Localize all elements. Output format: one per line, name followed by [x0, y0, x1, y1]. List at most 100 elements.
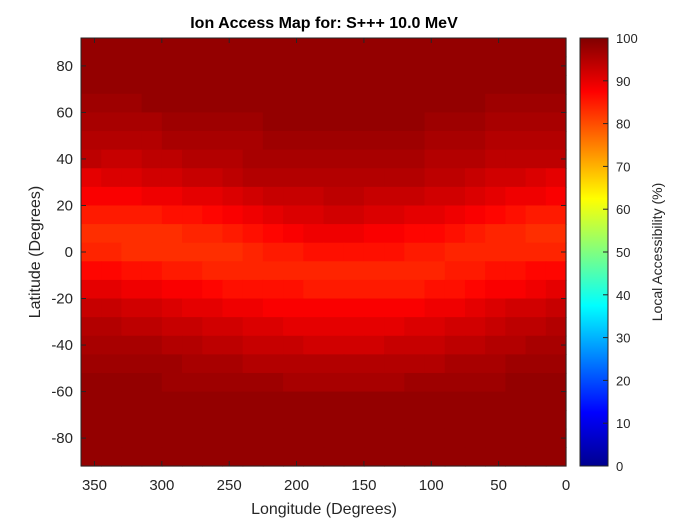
- heatmap-cell: [262, 298, 284, 318]
- heatmap-cell: [525, 372, 547, 393]
- chart-title: Ion Access Map for: S+++ 10.0 MeV: [190, 15, 458, 32]
- heatmap-cell: [464, 75, 486, 95]
- x-tick-label: 300: [149, 477, 174, 494]
- heatmap-cell: [464, 186, 486, 207]
- heatmap-cell: [384, 38, 405, 58]
- heatmap-cell: [81, 391, 102, 411]
- heatmap-cell: [262, 186, 284, 207]
- heatmap-cell: [222, 149, 244, 169]
- heatmap-cell: [222, 391, 244, 411]
- heatmap-cell: [121, 168, 143, 188]
- heatmap-cell: [262, 261, 284, 281]
- heatmap-cell: [323, 298, 345, 318]
- heatmap-cell: [262, 56, 284, 76]
- heatmap-cell: [525, 112, 547, 132]
- heatmap-cell: [262, 224, 284, 244]
- heatmap-cell: [222, 354, 244, 374]
- heatmap-cell: [525, 75, 547, 95]
- heatmap-cell: [505, 186, 527, 207]
- heatmap-cell: [384, 410, 405, 430]
- heatmap-cell: [505, 428, 527, 448]
- heatmap-cell: [242, 410, 264, 430]
- heatmap-cell: [81, 149, 102, 169]
- heatmap-cell: [141, 242, 163, 262]
- heatmap-cell: [101, 75, 123, 95]
- heatmap-cell: [404, 391, 426, 411]
- heatmap-cell: [363, 391, 385, 411]
- heatmap-cell: [485, 186, 506, 207]
- heatmap-cell: [182, 279, 203, 300]
- heatmap-cell: [404, 56, 426, 76]
- x-tick-label: 250: [217, 477, 242, 494]
- heatmap-cell: [242, 224, 264, 244]
- heatmap-cell: [81, 279, 102, 300]
- colorbar-label: Local Accessibility (%): [649, 183, 665, 322]
- heatmap-cell: [222, 168, 244, 188]
- y-tick-label: -40: [51, 337, 73, 354]
- heatmap-cell: [242, 261, 264, 281]
- heatmap-cell: [81, 261, 102, 281]
- heatmap-cell: [323, 372, 345, 393]
- heatmap-cell: [424, 391, 446, 411]
- colorbar-tick-label: 80: [616, 117, 630, 132]
- heatmap-cell: [505, 224, 527, 244]
- heatmap-cell: [222, 205, 244, 225]
- heatmap-cell: [283, 317, 304, 337]
- heatmap-cell: [242, 186, 264, 207]
- heatmap-cell: [141, 75, 163, 95]
- heatmap-cell: [161, 75, 183, 95]
- heatmap-cell: [283, 279, 304, 300]
- heatmap-cell: [81, 428, 102, 448]
- heatmap-cell: [141, 149, 163, 169]
- heatmap-cell: [444, 93, 466, 114]
- heatmap-cell: [404, 38, 426, 58]
- heatmap-cell: [464, 335, 486, 355]
- heatmap-cell: [202, 354, 224, 374]
- heatmap-cell: [303, 410, 325, 430]
- heatmap-cell: [464, 279, 486, 300]
- heatmap-cell: [283, 242, 304, 262]
- heatmap-cell: [444, 447, 466, 467]
- heatmap-cell: [222, 372, 244, 393]
- heatmap-cell: [141, 38, 163, 58]
- heatmap-cell: [303, 391, 325, 411]
- heatmap-cell: [101, 224, 123, 244]
- heatmap-cell: [202, 149, 224, 169]
- heatmap-cell: [505, 93, 527, 114]
- heatmap-cell: [545, 149, 567, 169]
- heatmap-cell: [262, 372, 284, 393]
- heatmap-cell: [363, 186, 385, 207]
- heatmap-cell: [182, 447, 203, 467]
- heatmap-cell: [303, 75, 325, 95]
- colorbar-tick-label: 100: [616, 31, 638, 46]
- heatmap-cell: [161, 205, 183, 225]
- heatmap-cell: [485, 298, 506, 318]
- heatmap-cell: [545, 242, 567, 262]
- heatmap-cell: [343, 38, 365, 58]
- heatmap-cell: [101, 391, 123, 411]
- heatmap-cell: [323, 428, 345, 448]
- heatmap-cell: [464, 410, 486, 430]
- heatmap-cell: [81, 298, 102, 318]
- heatmap-cell: [343, 242, 365, 262]
- heatmap-cell: [283, 410, 304, 430]
- heatmap-cell: [283, 335, 304, 355]
- heatmap-cell: [424, 317, 446, 337]
- heatmap-cell: [404, 354, 426, 374]
- heatmap-cell: [505, 149, 527, 169]
- heatmap-cell: [141, 447, 163, 467]
- y-tick-label: 80: [56, 58, 73, 75]
- heatmap-cell: [363, 149, 385, 169]
- heatmap-cell: [303, 131, 325, 151]
- heatmap-cell: [222, 56, 244, 76]
- heatmap-cell: [444, 205, 466, 225]
- heatmap-cell: [101, 317, 123, 337]
- heatmap-cell: [424, 93, 446, 114]
- heatmap-cell: [283, 372, 304, 393]
- heatmap-cell: [384, 335, 405, 355]
- heatmap-cell: [121, 224, 143, 244]
- heatmap-cell: [363, 317, 385, 337]
- heatmap-cell: [424, 38, 446, 58]
- heatmap-cell: [384, 242, 405, 262]
- heatmap-cell: [242, 391, 264, 411]
